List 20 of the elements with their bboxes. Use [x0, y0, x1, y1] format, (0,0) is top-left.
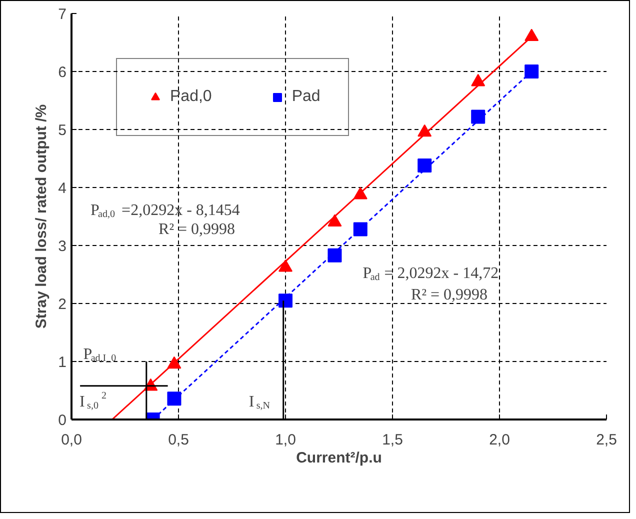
x-tick-label: 1,5 [382, 432, 403, 448]
y-axis-title: Stray load loss/ rated output /% [33, 104, 50, 329]
x-tick-label: 1,0 [275, 432, 296, 448]
y-tick-label: 7 [58, 6, 66, 23]
y-tick-label: 1 [58, 354, 66, 371]
y-tick-label: 3 [58, 238, 66, 255]
y-tick-label: 0 [58, 412, 66, 429]
y-tick-label: 4 [58, 180, 66, 197]
legend-label: Pad,0 [170, 88, 212, 106]
x-tick-label: 0,0 [61, 432, 82, 448]
x-tick-label: 2,5 [596, 432, 617, 448]
x-tick-label: 0,5 [168, 432, 189, 448]
y-tick-label: 2 [58, 296, 66, 313]
y-tick-label: 5 [58, 122, 66, 139]
annotation: R² = 0,9998 [158, 220, 236, 238]
annotation: R² = 0,9998 [411, 286, 488, 304]
legend-label: Pad [292, 88, 320, 106]
y-tick-label: 6 [58, 64, 66, 81]
x-tick-label: 2,0 [489, 432, 510, 448]
x-axis-title: Current²/p.u [296, 450, 382, 466]
